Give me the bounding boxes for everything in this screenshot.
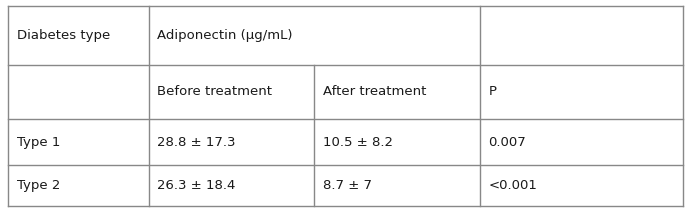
Text: Type 2: Type 2	[17, 179, 60, 192]
Text: After treatment: After treatment	[323, 85, 426, 98]
Text: P: P	[489, 85, 497, 98]
Text: Type 1: Type 1	[17, 135, 60, 149]
Text: 28.8 ± 17.3: 28.8 ± 17.3	[157, 135, 236, 149]
Text: 8.7 ± 7: 8.7 ± 7	[323, 179, 372, 192]
Text: 10.5 ± 8.2: 10.5 ± 8.2	[323, 135, 392, 149]
Text: Diabetes type: Diabetes type	[17, 29, 110, 42]
Text: 0.007: 0.007	[489, 135, 527, 149]
Text: 26.3 ± 18.4: 26.3 ± 18.4	[157, 179, 235, 192]
Text: <0.001: <0.001	[489, 179, 538, 192]
Text: Adiponectin (μg/mL): Adiponectin (μg/mL)	[157, 29, 292, 42]
Text: Before treatment: Before treatment	[157, 85, 272, 98]
